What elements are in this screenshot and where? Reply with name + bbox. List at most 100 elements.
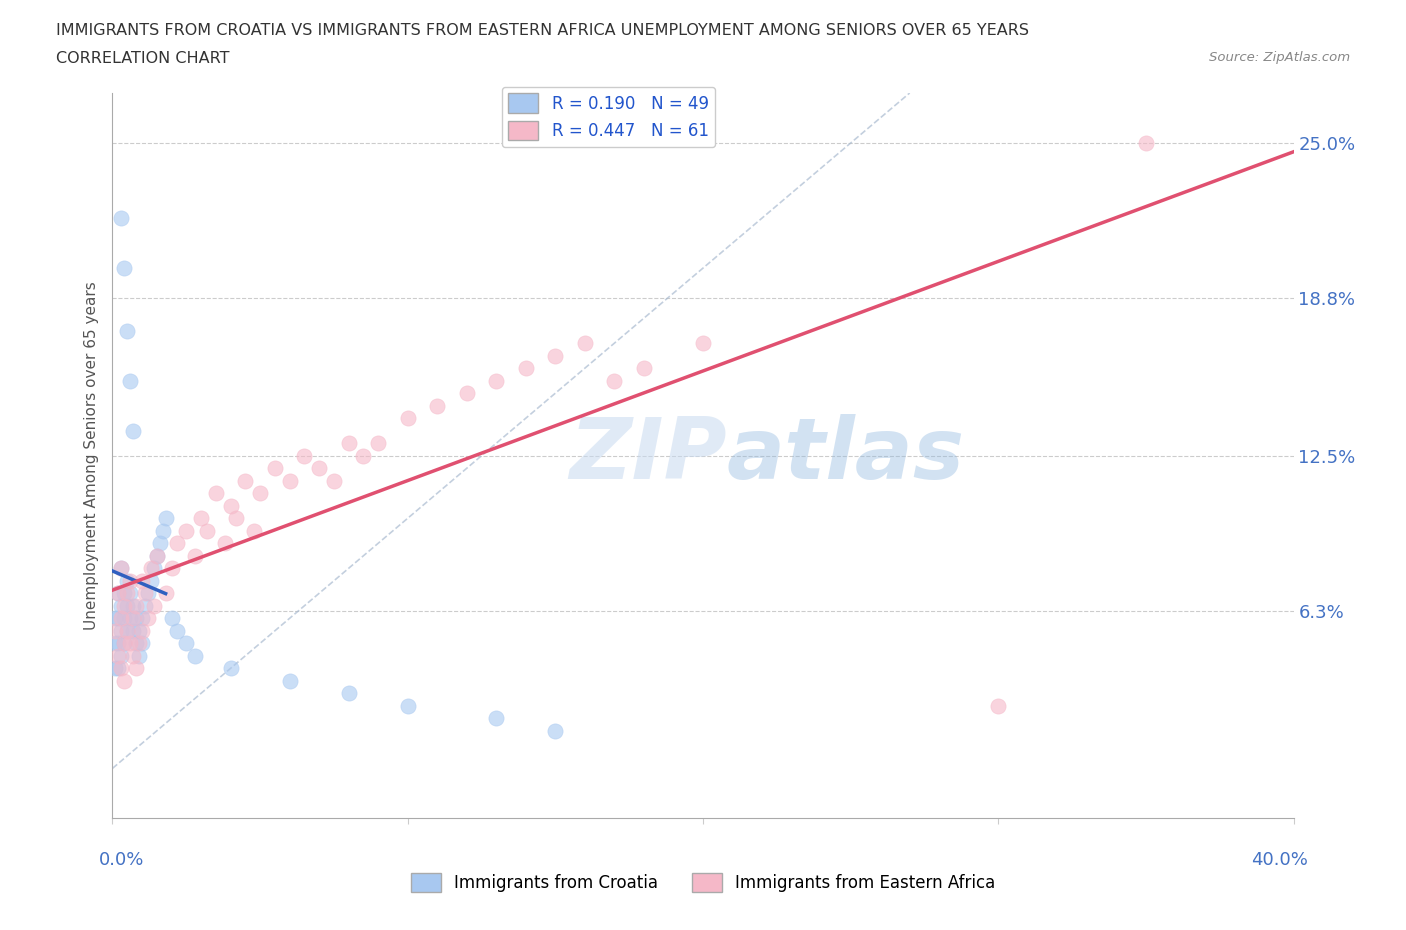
Point bbox=[308, 460, 330, 475]
Point bbox=[219, 661, 242, 676]
Point bbox=[152, 524, 174, 538]
Point bbox=[120, 636, 142, 651]
Point bbox=[117, 586, 138, 601]
Point bbox=[426, 398, 449, 413]
Point bbox=[396, 411, 419, 426]
Point bbox=[142, 561, 165, 576]
Point bbox=[110, 561, 132, 576]
Point bbox=[292, 448, 315, 463]
Point bbox=[174, 524, 197, 538]
Point bbox=[1135, 136, 1157, 151]
Point bbox=[149, 536, 172, 551]
Point bbox=[110, 623, 132, 638]
Text: ZIP: ZIP bbox=[569, 414, 727, 498]
Point bbox=[249, 485, 271, 500]
Point bbox=[122, 648, 145, 663]
Point bbox=[112, 636, 135, 651]
Point bbox=[110, 210, 132, 225]
Text: atlas: atlas bbox=[727, 414, 965, 498]
Point bbox=[125, 661, 148, 676]
Point bbox=[603, 373, 626, 388]
Point bbox=[125, 636, 148, 651]
Text: CORRELATION CHART: CORRELATION CHART bbox=[56, 51, 229, 66]
Point bbox=[278, 673, 301, 688]
Point bbox=[155, 511, 177, 525]
Point bbox=[120, 573, 142, 588]
Text: 40.0%: 40.0% bbox=[1251, 851, 1308, 870]
Point bbox=[136, 611, 159, 626]
Point bbox=[139, 561, 162, 576]
Point bbox=[166, 536, 188, 551]
Point bbox=[574, 336, 596, 351]
Point bbox=[110, 648, 132, 663]
Y-axis label: Unemployment Among Seniors over 65 years: Unemployment Among Seniors over 65 years bbox=[83, 282, 98, 631]
Point bbox=[112, 673, 135, 688]
Point bbox=[515, 361, 537, 376]
Point bbox=[120, 611, 142, 626]
Point bbox=[456, 386, 478, 401]
Point bbox=[128, 636, 150, 651]
Point bbox=[323, 473, 346, 488]
Point bbox=[987, 698, 1010, 713]
Point bbox=[544, 348, 567, 363]
Point bbox=[233, 473, 256, 488]
Point bbox=[205, 485, 228, 500]
Legend: Immigrants from Croatia, Immigrants from Eastern Africa: Immigrants from Croatia, Immigrants from… bbox=[404, 866, 1002, 898]
Point bbox=[337, 686, 360, 701]
Point bbox=[131, 611, 153, 626]
Point bbox=[264, 460, 287, 475]
Point bbox=[544, 724, 567, 738]
Point bbox=[146, 549, 169, 564]
Point bbox=[112, 586, 135, 601]
Point bbox=[352, 448, 374, 463]
Point bbox=[214, 536, 236, 551]
Point bbox=[117, 598, 138, 613]
Point bbox=[146, 549, 169, 564]
Point bbox=[485, 711, 508, 725]
Point bbox=[174, 636, 197, 651]
Point bbox=[278, 473, 301, 488]
Point bbox=[633, 361, 655, 376]
Point bbox=[142, 598, 165, 613]
Point bbox=[243, 524, 266, 538]
Point bbox=[120, 373, 142, 388]
Point bbox=[134, 598, 156, 613]
Point bbox=[184, 648, 207, 663]
Point bbox=[112, 598, 135, 613]
Point bbox=[104, 611, 127, 626]
Point bbox=[104, 636, 127, 651]
Point bbox=[139, 573, 162, 588]
Point bbox=[112, 260, 135, 275]
Text: 0.0%: 0.0% bbox=[98, 851, 143, 870]
Point bbox=[122, 598, 145, 613]
Point bbox=[117, 623, 138, 638]
Point bbox=[122, 623, 145, 638]
Point bbox=[107, 636, 129, 651]
Point bbox=[110, 598, 132, 613]
Point bbox=[117, 573, 138, 588]
Point bbox=[117, 623, 138, 638]
Point bbox=[120, 586, 142, 601]
Point bbox=[122, 611, 145, 626]
Point bbox=[131, 636, 153, 651]
Point bbox=[184, 549, 207, 564]
Point bbox=[160, 561, 183, 576]
Point bbox=[219, 498, 242, 513]
Point bbox=[117, 324, 138, 339]
Point bbox=[107, 586, 129, 601]
Point bbox=[107, 648, 129, 663]
Point bbox=[485, 373, 508, 388]
Point bbox=[190, 511, 212, 525]
Point bbox=[110, 561, 132, 576]
Point bbox=[195, 524, 218, 538]
Point bbox=[155, 586, 177, 601]
Legend: R = 0.190   N = 49, R = 0.447   N = 61: R = 0.190 N = 49, R = 0.447 N = 61 bbox=[502, 86, 716, 147]
Point bbox=[166, 623, 188, 638]
Point bbox=[125, 598, 148, 613]
Point bbox=[692, 336, 714, 351]
Point bbox=[128, 623, 150, 638]
Point bbox=[131, 623, 153, 638]
Point bbox=[107, 661, 129, 676]
Point bbox=[112, 611, 135, 626]
Point bbox=[225, 511, 247, 525]
